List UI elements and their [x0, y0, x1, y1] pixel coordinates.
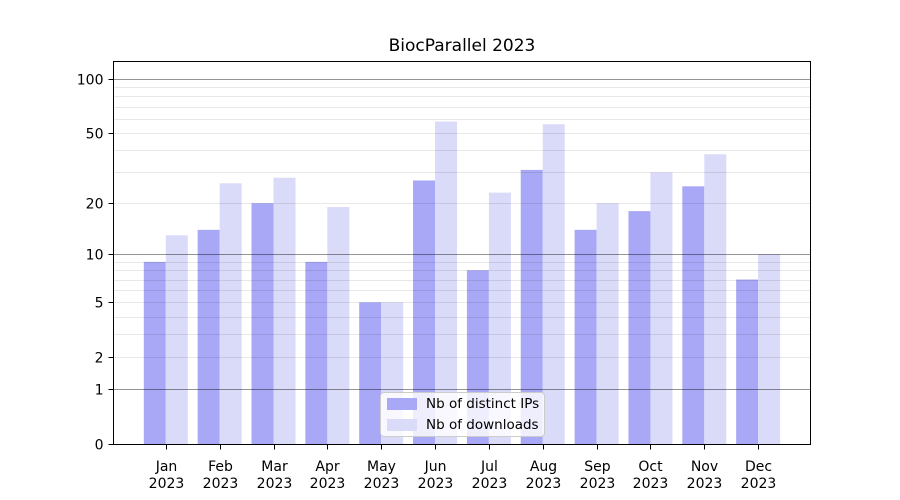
bar-distinct-ips [197, 229, 220, 444]
x-tick-label: Dec [745, 459, 772, 475]
x-tick-label: Nov [691, 459, 718, 475]
bar-downloads [435, 121, 458, 444]
x-tick-year-label: 2023 [418, 476, 454, 492]
bar-downloads [542, 124, 565, 445]
bar-distinct-ips [413, 180, 436, 444]
legend: Nb of distinct IPs Nb of downloads [380, 392, 545, 437]
x-tick-year-label: 2023 [310, 476, 346, 492]
legend-swatch-downloads [387, 419, 417, 431]
y-tick-label: 100 [77, 73, 104, 89]
x-tick-label: Jun [424, 459, 447, 475]
x-tick-year-label: 2023 [364, 476, 400, 492]
bar-downloads [596, 203, 619, 444]
x-tick-year-label: 2023 [472, 476, 508, 492]
x-tick-label: Sep [584, 459, 611, 475]
legend-label-distinct-ips: Nb of distinct IPs [426, 396, 540, 412]
y-tick-label: 50 [86, 127, 104, 143]
x-tick-year-label: 2023 [149, 476, 185, 492]
x-tick-label: Aug [530, 459, 557, 475]
legend-label-downloads: Nb of downloads [426, 417, 539, 433]
x-tick-year-label: 2023 [687, 476, 723, 492]
bar-distinct-ips [305, 261, 328, 444]
y-tick-label: 10 [86, 248, 104, 264]
legend-item-distinct-ips: Nb of distinct IPs [387, 396, 544, 412]
bar-downloads [758, 254, 781, 444]
bar-downloads [273, 177, 296, 444]
bar-distinct-ips [359, 302, 382, 444]
chart-title: BiocParallel 2023 [388, 36, 536, 56]
x-tick-label: Oct [638, 459, 663, 475]
bar-downloads [488, 192, 511, 444]
x-tick-label: May [367, 459, 396, 475]
x-tick-year-label: 2023 [580, 476, 616, 492]
bar-distinct-ips [251, 203, 274, 444]
x-tick-year-label: 2023 [526, 476, 562, 492]
x-tick-year-label: 2023 [741, 476, 777, 492]
y-tick-label: 20 [86, 197, 104, 213]
x-tick-year-label: 2023 [633, 476, 669, 492]
legend-swatch-distinct-ips [387, 398, 417, 410]
bar-distinct-ips [574, 229, 597, 444]
x-tick-label: Apr [315, 459, 339, 475]
x-tick-year-label: 2023 [257, 476, 293, 492]
bar-downloads [165, 235, 188, 444]
x-tick-label: Jul [480, 459, 498, 475]
x-tick-label: Feb [208, 459, 233, 475]
x-tick-year-label: 2023 [203, 476, 239, 492]
bar-distinct-ips [682, 186, 705, 444]
bar-downloads [704, 154, 727, 444]
bar-distinct-ips [736, 279, 759, 444]
bar-downloads [327, 207, 350, 444]
y-tick-label: 5 [95, 296, 104, 312]
plot-frame [113, 61, 811, 445]
bar-distinct-ips [628, 211, 651, 444]
bar-distinct-ips [520, 169, 543, 444]
x-tick-label: Mar [261, 459, 288, 475]
x-tick-label: Jan [155, 459, 178, 475]
bar-distinct-ips [143, 261, 166, 444]
y-tick-label: 0 [95, 438, 104, 454]
legend-item-downloads: Nb of downloads [387, 417, 544, 433]
y-tick-label: 2 [95, 351, 104, 367]
bar-downloads [219, 183, 242, 444]
bar-downloads [650, 172, 673, 444]
y-tick-label: 1 [95, 383, 104, 399]
